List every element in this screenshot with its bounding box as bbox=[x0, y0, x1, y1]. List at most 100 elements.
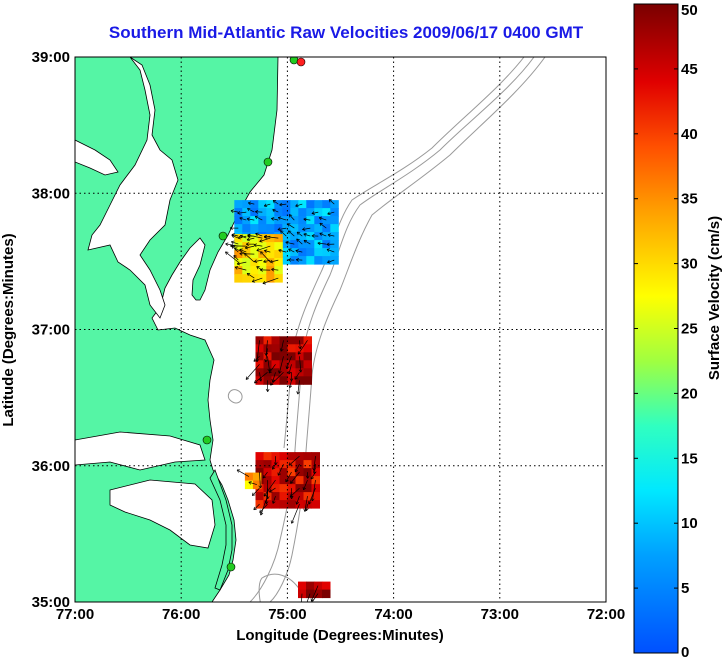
velocity-vector bbox=[231, 241, 239, 245]
velocity-vector-head bbox=[295, 250, 299, 253]
velocity-vector bbox=[247, 234, 263, 239]
velocity-vector-head bbox=[264, 205, 268, 208]
velocity-vector-head bbox=[265, 388, 268, 392]
station-marker-alert[interactable] bbox=[296, 57, 306, 67]
velocity-vector-head bbox=[246, 243, 249, 247]
velocity-vector-head bbox=[244, 247, 249, 250]
station-marker[interactable] bbox=[263, 157, 273, 167]
velocity-cell bbox=[298, 256, 307, 265]
velocity-vector-head bbox=[247, 234, 250, 238]
velocity-vector bbox=[327, 211, 335, 215]
velocity-vectors bbox=[225, 199, 335, 606]
velocity-vector-head bbox=[267, 496, 270, 500]
velocity-vector bbox=[278, 217, 287, 221]
velocity-vector-head bbox=[285, 365, 287, 369]
station-marker[interactable] bbox=[202, 435, 212, 445]
velocity-cell bbox=[250, 200, 259, 209]
velocity-vector-head bbox=[288, 230, 292, 232]
velocity-vector-head bbox=[260, 251, 262, 255]
velocity-vector bbox=[271, 268, 279, 271]
velocity-vector bbox=[319, 222, 327, 229]
velocity-cell bbox=[322, 208, 331, 217]
velocity-vector bbox=[299, 340, 301, 349]
albemarle-sound bbox=[75, 431, 206, 471]
velocity-vector bbox=[269, 487, 276, 493]
velocity-vector bbox=[319, 233, 327, 237]
velocity-cell bbox=[271, 352, 280, 361]
velocity-vector-head bbox=[270, 384, 274, 386]
velocity-cell bbox=[303, 352, 312, 361]
velocity-vector bbox=[280, 230, 287, 237]
velocity-vector bbox=[265, 340, 268, 356]
velocity-vector-head bbox=[296, 259, 299, 262]
velocity-vector-head bbox=[269, 261, 274, 264]
velocity-vector-head bbox=[300, 369, 303, 373]
velocity-cell bbox=[252, 480, 262, 490]
velocity-vector-head bbox=[246, 239, 251, 242]
velocity-cell bbox=[258, 274, 267, 283]
velocity-cell bbox=[330, 232, 339, 241]
velocity-cell bbox=[271, 500, 280, 509]
velocity-cell bbox=[298, 240, 307, 249]
x-tick-label: 76:00 bbox=[162, 606, 200, 623]
velocity-vector-head bbox=[253, 243, 257, 246]
velocity-vector-head bbox=[278, 249, 281, 253]
velocity-cell bbox=[255, 452, 264, 461]
velocity-cell bbox=[234, 266, 243, 275]
velocity-vector bbox=[255, 215, 263, 221]
velocity-vector bbox=[318, 217, 327, 221]
velocity-vector-head bbox=[267, 388, 270, 392]
velocity-vector-head bbox=[303, 487, 307, 491]
velocity-cell bbox=[330, 248, 339, 257]
velocity-vector-head bbox=[239, 217, 242, 221]
velocity-vector-head bbox=[278, 370, 280, 374]
velocity-vector-head bbox=[254, 261, 258, 264]
velocity-vector bbox=[231, 235, 239, 239]
velocity-cell bbox=[282, 232, 291, 241]
velocity-vector-head bbox=[296, 238, 298, 243]
velocity-vector-head bbox=[247, 235, 251, 239]
x-tick-labels: 77:00 76:00 75:00 74:00 73:00 72:00 bbox=[56, 606, 625, 623]
velocity-cell bbox=[298, 232, 307, 241]
velocity-vector-head bbox=[300, 602, 301, 605]
velocity-cell bbox=[290, 240, 299, 249]
velocity-vector bbox=[297, 340, 308, 355]
velocity-vector-head bbox=[264, 352, 267, 356]
velocity-vector-head bbox=[259, 241, 263, 243]
velocity-vector-head bbox=[260, 485, 263, 489]
velocity-vector-head bbox=[296, 257, 300, 261]
velocity-cell bbox=[271, 468, 280, 477]
velocity-vector bbox=[234, 247, 247, 255]
velocity-vector-head bbox=[254, 216, 258, 220]
x-tick-label: 72:00 bbox=[587, 606, 625, 623]
velocity-vector-head bbox=[296, 238, 300, 240]
velocity-vector-head bbox=[247, 208, 250, 212]
velocity-vector bbox=[270, 372, 284, 386]
velocity-cell bbox=[242, 258, 251, 267]
velocity-cell bbox=[266, 200, 275, 209]
velocity-vector-head bbox=[266, 501, 269, 505]
station-marker[interactable] bbox=[218, 231, 228, 241]
velocity-vector bbox=[244, 253, 255, 263]
velocity-vector bbox=[294, 463, 300, 473]
y-tick-labels: 39:00 38:00 37:00 36:00 35:00 bbox=[32, 49, 70, 611]
velocity-cell bbox=[295, 468, 304, 477]
velocity-vector bbox=[260, 251, 271, 263]
velocity-cell bbox=[274, 242, 283, 251]
velocity-vector bbox=[301, 593, 303, 602]
velocity-vector bbox=[262, 471, 268, 479]
station-marker[interactable] bbox=[226, 562, 236, 572]
velocity-cell bbox=[298, 581, 307, 591]
velocity-vector bbox=[239, 217, 247, 221]
velocity-vector-head bbox=[295, 470, 298, 473]
velocity-vector bbox=[259, 372, 262, 382]
velocity-vector bbox=[240, 235, 247, 239]
velocity-vector-head bbox=[231, 233, 235, 235]
velocity-vector-head bbox=[288, 248, 291, 252]
velocity-cell bbox=[271, 376, 280, 385]
velocity-vector-head bbox=[263, 203, 267, 207]
velocity-vector-head bbox=[302, 227, 305, 230]
velocity-vector-head bbox=[230, 244, 234, 247]
velocity-vector-head bbox=[271, 269, 275, 272]
velocity-vector-head bbox=[301, 603, 303, 606]
